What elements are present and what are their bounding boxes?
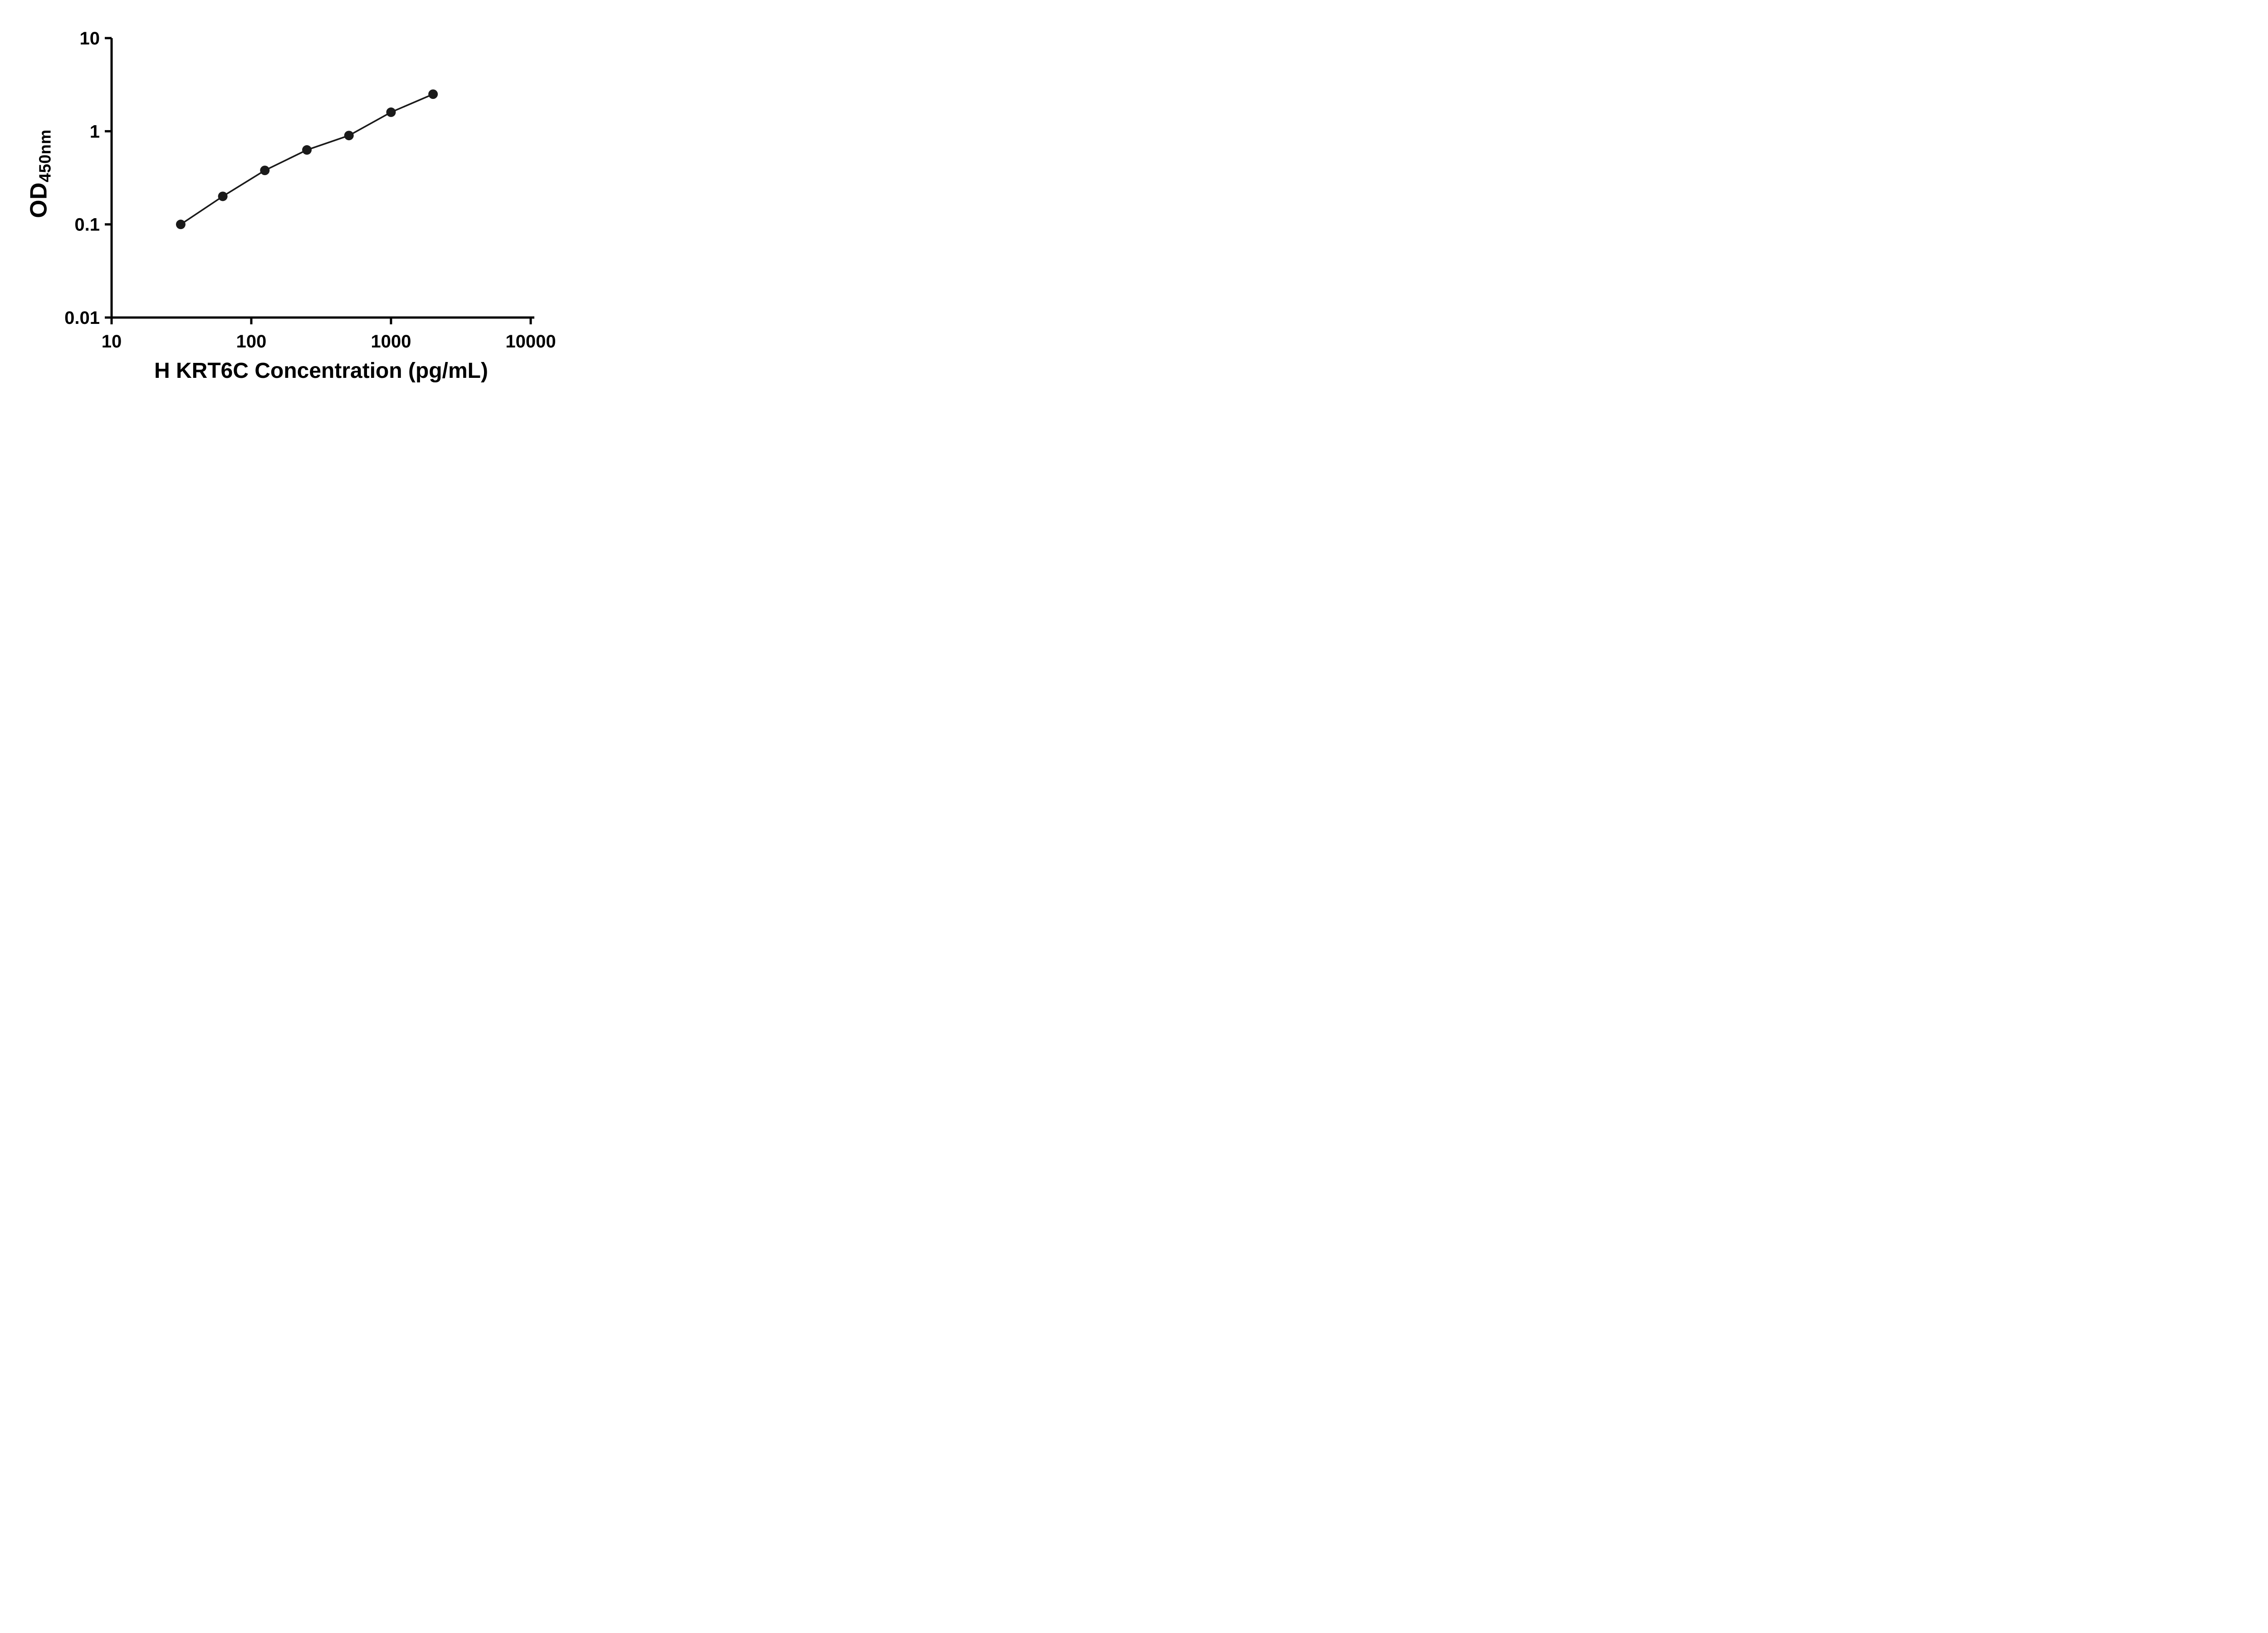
data-point [218,191,228,201]
y-axis-title: OD450nm [25,129,55,218]
y-axis-tick-label: 1 [90,122,100,142]
data-point [344,131,354,141]
y-axis-tick-label: 0.01 [64,308,100,328]
data-point [176,220,186,230]
x-axis-title: H KRT6C Concentration (pg/mL) [154,359,488,383]
data-point [302,145,312,155]
data-point [386,107,396,117]
x-axis-tick-label: 100 [236,332,267,352]
y-axis-tick-label: 0.1 [74,215,100,235]
y-axis-tick-label: 10 [80,29,100,49]
x-axis-tick-label: 1000 [371,332,411,352]
data-point [428,89,438,99]
x-axis-tick-label: 10 [102,332,122,352]
y-axis-title-main: OD [25,182,52,218]
data-point [260,166,270,176]
x-axis-tick-label: 10000 [505,332,556,352]
plot-canvas: 10 100 1000 10000 10 1 0.1 0.01 [64,29,556,352]
elisa-standard-curve-figure: 10 100 1000 10000 10 1 0.1 0.01 OD450nm H KRT6C… [0,0,583,408]
y-axis-title-subscript: 450nm [35,129,54,182]
